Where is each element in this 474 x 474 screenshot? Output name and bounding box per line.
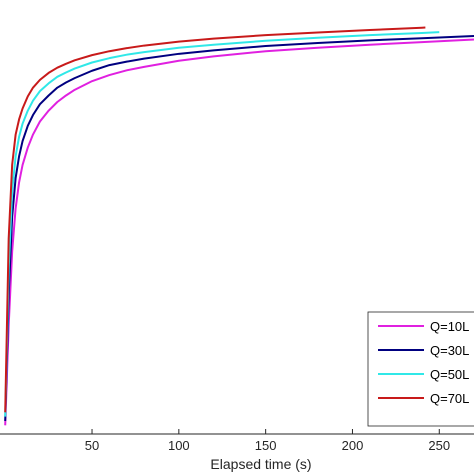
x-axis-label: Elapsed time (s) [210,456,311,472]
x-tick-label: 200 [342,438,364,453]
legend-label-3: Q=50L [430,367,469,382]
legend: Q=10L Q=30L Q=50L Q=70L [367,311,474,427]
x-tick-label: 50 [85,438,99,453]
x-tick-layer: 50 100 150 200 250 [85,429,450,453]
legend-label-2: Q=30L [430,343,469,358]
series-line-2 [4,35,474,422]
legend-label-4: Q=70L [430,391,469,406]
series-line-3 [4,31,440,417]
x-tick-label: 150 [255,438,277,453]
x-tick-label: 250 [428,438,450,453]
legend-box [367,311,474,427]
series-line-4 [4,26,426,413]
x-tick-label: 100 [168,438,190,453]
series-line-1 [4,38,474,426]
legend-label-1: Q=10L [430,319,469,334]
series-layer [4,26,474,426]
